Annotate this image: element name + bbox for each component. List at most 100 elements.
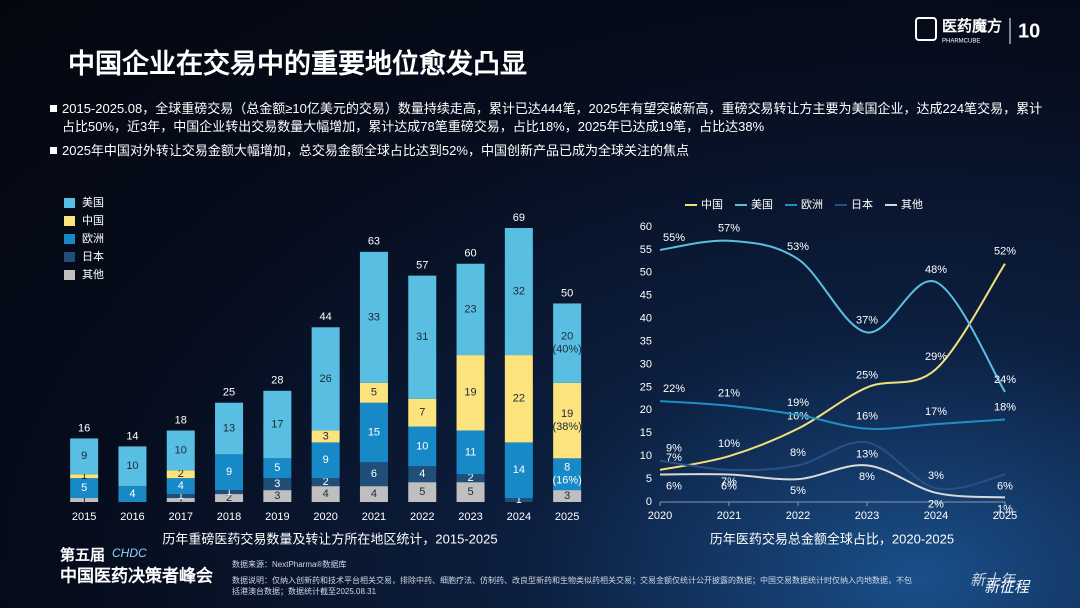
data-label: 6% [721, 480, 737, 492]
note: 数据说明：仅纳入创新药和技术平台相关交易，排除中药、细胞疗法、仿制药、改良型新药… [232, 576, 912, 596]
bar-segment [553, 458, 582, 491]
source: 数据来源：NextPharma®数据库 [232, 559, 346, 569]
legend-swatch [64, 198, 75, 208]
bar-label: 5 [467, 486, 473, 498]
data-label: 9% [666, 443, 682, 455]
bar-label: 2 [323, 476, 329, 488]
data-label: 57% [718, 223, 740, 235]
x-tick-label: 2023 [855, 510, 879, 522]
chart-caption: 历年医药交易总金额全球占比，2020-2025 [710, 531, 954, 546]
logo: 医药魔方 [942, 17, 1002, 35]
bar-segment [408, 426, 437, 467]
bar-label: 31 [416, 331, 428, 343]
slide-title: 中国企业在交易中的重要地位愈发凸显 [68, 48, 527, 79]
bar-label: 26 [320, 373, 332, 385]
bar-segment [311, 430, 340, 443]
logo-sub: PHARMCUBE [942, 39, 980, 45]
y-tick-label: 60 [640, 221, 652, 233]
data-label: 48% [925, 264, 947, 276]
bar-label: 13 [223, 422, 235, 434]
bar-label: 1 [226, 486, 232, 498]
bar-label: 2 [467, 472, 473, 484]
x-tick-label: 2020 [313, 511, 337, 523]
event: 中国医药决策者峰会 [60, 565, 213, 585]
data-label: 10% [718, 438, 740, 450]
data-label: 53% [787, 241, 809, 253]
bar-segment [504, 355, 533, 443]
bar-segment [70, 478, 99, 499]
bar-segment [215, 494, 244, 502]
bar-segment [408, 482, 437, 502]
total-label: 18 [175, 414, 187, 426]
bar-label: 10 [416, 440, 428, 452]
x-tick-label: 2024 [507, 511, 531, 523]
data-label: 7% [721, 476, 737, 488]
bar-segment [70, 474, 99, 479]
edition: 第五届 [60, 546, 105, 564]
y-tick-label: 30 [640, 358, 652, 370]
x-tick-label: 2019 [265, 511, 289, 523]
bullet: 2015-2025.08，全球重磅交易（总金额≥10亿美元的交易）数量持续走高，… [50, 100, 1047, 136]
bar-label: 5 [274, 462, 280, 474]
bar-label: 9 [81, 450, 87, 462]
bar-segment [263, 458, 292, 479]
bar-label: 4 [178, 480, 184, 492]
y-tick-label: 50 [640, 267, 652, 279]
bar-segment [311, 486, 340, 502]
bar-segment [263, 490, 292, 502]
total-label: 25 [223, 387, 235, 399]
bar-label: 9 [226, 466, 232, 478]
bar-segment [118, 486, 147, 502]
legend-label: 欧洲 [82, 232, 104, 245]
bar-segment [504, 228, 533, 356]
bar-label: 9 [323, 454, 329, 466]
bar-segment [553, 303, 582, 383]
bar-label: 32 [513, 285, 525, 297]
series-line [659, 400, 1006, 430]
legend-label: 日本 [851, 197, 873, 211]
bar-label: 3 [274, 490, 280, 502]
y-tick-label: 45 [640, 290, 652, 302]
y-tick-label: 5 [646, 473, 652, 485]
legend-label: 美国 [82, 196, 104, 209]
total-label: 44 [320, 311, 332, 323]
bar-label: 2 [178, 468, 184, 480]
series-line [659, 464, 1006, 499]
legend-label: 其他 [82, 268, 104, 281]
data-label: 1% [997, 503, 1013, 515]
bar-label: 22 [513, 393, 525, 405]
bar-segment [504, 498, 533, 502]
total-label: 50 [561, 287, 573, 299]
bullet: 2025年中国对外转让交易金额大幅增加，总交易金额全球占比达到52%，中国创新产… [50, 142, 1047, 160]
data-label: 18% [994, 401, 1016, 413]
data-label: 52% [994, 246, 1016, 258]
data-label: 13% [856, 448, 878, 460]
legend-label: 日本 [82, 249, 104, 263]
data-label: 3% [928, 470, 944, 482]
x-tick-label: 2018 [217, 511, 241, 523]
legend-label: 欧洲 [801, 198, 823, 211]
y-tick-label: 20 [640, 404, 652, 416]
bar-label: 2 [226, 492, 232, 504]
data-label: 19% [787, 397, 809, 409]
y-tick-label: 0 [646, 496, 652, 508]
x-tick-label: 2023 [458, 511, 482, 523]
legend-swatch [64, 216, 75, 226]
data-label: 24% [994, 374, 1016, 386]
bar-label: 1 [81, 470, 87, 482]
bar-segment [166, 430, 195, 471]
bar-label: 4 [129, 488, 135, 500]
chart-caption: 历年重磅医药交易数量及转让方所在地区统计，2015-2025 [162, 531, 497, 546]
legend-swatch [64, 270, 75, 280]
bar-segment [311, 478, 340, 487]
x-tick-label: 2021 [717, 510, 741, 522]
bar-segment [456, 263, 485, 356]
data-label: 7% [666, 452, 682, 464]
y-tick-label: 35 [640, 335, 652, 347]
bar-segment [504, 442, 533, 499]
bar-segment [166, 494, 195, 499]
event-code: CHDC [112, 546, 147, 560]
bar-segment [359, 251, 388, 383]
